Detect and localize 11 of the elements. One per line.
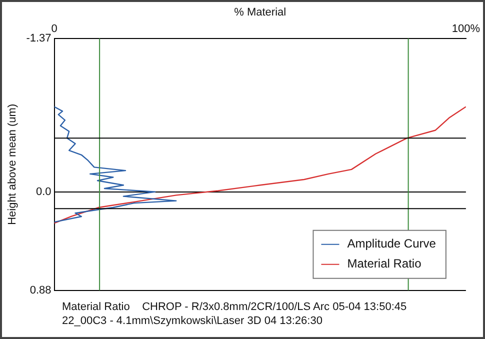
y-tick-label: -1.37 [26,32,52,44]
y-tick-label: 0.0 [36,186,52,198]
legend-label: Material Ratio [347,256,422,271]
y-tick-label: 0.88 [30,284,52,296]
y-axis-title: Height above mean (um) [6,104,19,225]
text: Material Ratio CHROP - R/3x0.8mm/2CR/100/LS Arc 05-04 13:50:45 [62,301,407,313]
x-axis-title: % Material [234,6,286,19]
legend-label: Amplitude Curve [347,236,436,251]
x-tick-label: 100% [452,22,480,35]
x-tick-label: 0 [51,22,58,35]
text: 22_00C3 - 4.1mm\Szymkowski\Laser 3D 04 13:26:30 [62,315,322,327]
